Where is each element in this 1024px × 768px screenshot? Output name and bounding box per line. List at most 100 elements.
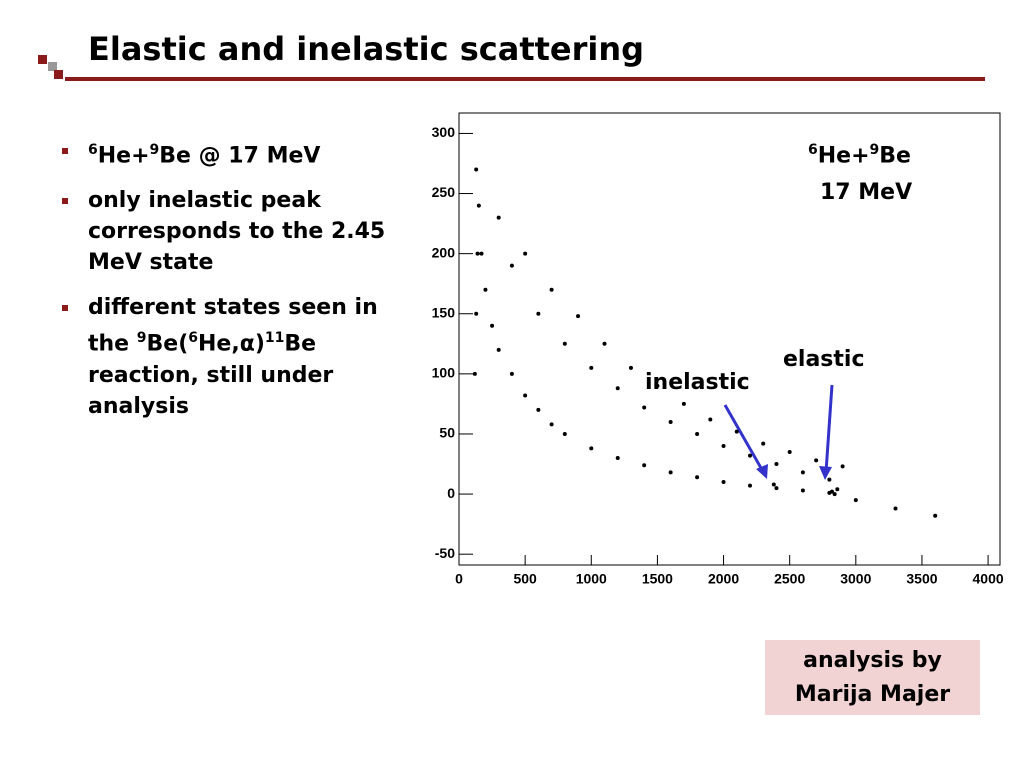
- point: [695, 431, 700, 436]
- arrow: [824, 384, 834, 473]
- x-tick-label: 1500: [642, 571, 673, 587]
- point: [668, 470, 673, 475]
- superscript: 11: [264, 330, 285, 347]
- point: [536, 311, 541, 316]
- point: [523, 393, 528, 398]
- point: [748, 453, 753, 458]
- point: [483, 287, 488, 292]
- plot-frame: [458, 112, 1001, 566]
- point: [476, 203, 481, 208]
- arrow-head: [819, 466, 832, 480]
- text-run: Be reaction, still under analysis: [88, 331, 334, 419]
- point: [615, 456, 620, 461]
- point: [787, 450, 792, 454]
- point: [800, 470, 805, 475]
- y-tick-label: 50: [439, 425, 455, 441]
- point: [771, 482, 776, 487]
- text-run: He+: [817, 143, 870, 169]
- bullet-list: 6He+9Be @ 17 MeV only inelastic peak corr…: [60, 135, 408, 436]
- point: [509, 371, 514, 376]
- arrow-head: [756, 464, 768, 479]
- point: [827, 477, 832, 482]
- point: [472, 371, 477, 376]
- point: [475, 251, 480, 256]
- point: [642, 463, 647, 468]
- point: [721, 480, 726, 485]
- bullet: different states seen in the 9Be(6He,α)1…: [62, 292, 408, 421]
- y-tick-label: 0: [447, 485, 455, 501]
- point: [681, 401, 686, 406]
- text-run: Be(: [146, 331, 189, 357]
- y-tick-label: 100: [432, 365, 456, 381]
- point: [496, 347, 501, 352]
- inelastic-label: inelastic: [645, 370, 750, 395]
- point: [655, 383, 660, 388]
- point: [832, 492, 837, 497]
- point: [893, 506, 898, 511]
- point: [562, 431, 567, 436]
- point: [549, 422, 554, 427]
- y-tick-label: 250: [432, 184, 456, 200]
- y-tick-label: 300: [432, 124, 456, 140]
- text-run: Be: [879, 143, 911, 169]
- point: [536, 407, 541, 412]
- point: [490, 323, 495, 328]
- reaction-label: 6He+9Be: [808, 142, 911, 168]
- point: [721, 443, 726, 448]
- point: [668, 419, 673, 424]
- y-tick-label: -50: [435, 545, 455, 561]
- point: [774, 462, 779, 467]
- point: [642, 405, 647, 410]
- point: [509, 263, 514, 268]
- arrow: [723, 404, 767, 476]
- point: [479, 251, 484, 256]
- superscript: 6: [808, 142, 818, 158]
- point: [589, 446, 594, 451]
- y-tick-label: 200: [432, 244, 456, 260]
- credit-line: analysis by: [803, 648, 942, 673]
- point: [761, 441, 766, 446]
- point: [835, 487, 840, 492]
- credit-line: Marija Majer: [794, 682, 951, 707]
- logo-square: [38, 55, 47, 64]
- text-run: Be @ 17 MeV: [159, 143, 321, 169]
- point: [602, 341, 607, 346]
- point: [576, 314, 581, 319]
- point: [734, 429, 739, 434]
- energy-label: 17 MeV: [820, 180, 913, 205]
- x-tick-label: 0: [455, 571, 463, 587]
- x-tick-label: 3000: [840, 571, 871, 587]
- point: [800, 488, 805, 493]
- superscript: 6: [188, 330, 199, 347]
- point: [748, 483, 753, 488]
- point: [589, 365, 594, 370]
- point: [628, 365, 633, 370]
- superscript: 9: [136, 330, 147, 347]
- x-tick-label: 1000: [576, 571, 607, 587]
- x-tick-label: 4000: [973, 571, 1004, 587]
- x-tick-label: 3500: [906, 571, 937, 587]
- point: [474, 167, 479, 172]
- point: [695, 475, 700, 480]
- point: [853, 498, 858, 503]
- point: [549, 287, 554, 292]
- bullet: only inelastic peak corresponds to the 2…: [62, 185, 408, 278]
- elastic-label: elastic: [783, 347, 865, 372]
- point: [814, 458, 819, 463]
- text-run: He,α): [198, 331, 265, 357]
- text-run: only inelastic peak corresponds to the 2…: [88, 188, 386, 276]
- text-run: different states seen in the: [88, 295, 378, 357]
- y-tick-label: 150: [432, 304, 456, 320]
- point: [933, 513, 938, 518]
- x-tick-label: 500: [513, 571, 537, 587]
- point: [840, 464, 845, 469]
- superscript: 9: [149, 142, 160, 158]
- superscript: 6: [88, 142, 98, 158]
- point: [774, 486, 779, 491]
- point: [562, 341, 567, 346]
- x-tick-label: 2000: [708, 571, 739, 587]
- point: [523, 251, 528, 256]
- superscript: 9: [869, 142, 880, 158]
- text-run: He+: [97, 143, 150, 169]
